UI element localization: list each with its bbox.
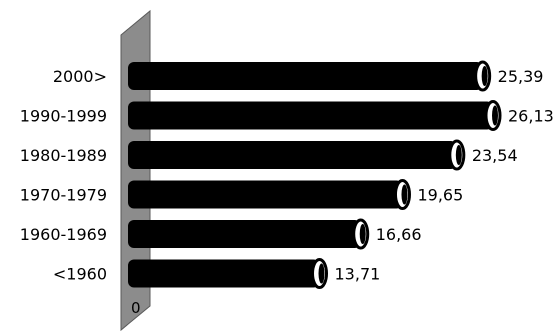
bar-row: 1990-1999 26,13 bbox=[20, 100, 554, 131]
bar bbox=[128, 180, 403, 209]
bar-end-cap-inner bbox=[492, 105, 498, 126]
bar bbox=[128, 259, 320, 288]
value-label: 16,66 bbox=[376, 225, 422, 244]
value-label: 23,54 bbox=[472, 146, 518, 165]
bar-end-cap-inner bbox=[455, 145, 462, 165]
category-label: 1960-1969 bbox=[20, 225, 107, 244]
value-label: 26,13 bbox=[508, 107, 554, 126]
bar-row: 1960-1969 16,66 bbox=[20, 218, 422, 250]
bar bbox=[128, 220, 361, 248]
bar bbox=[128, 141, 457, 169]
bar-end-cap-inner bbox=[481, 66, 488, 86]
bar-row: 1980-1989 23,54 bbox=[20, 139, 518, 171]
category-label: 1990-1999 bbox=[20, 107, 107, 126]
axis-wall bbox=[120, 9, 151, 332]
category-label: 2000> bbox=[53, 67, 107, 86]
category-label: 1980-1989 bbox=[20, 146, 107, 165]
bar-end-cap-inner bbox=[318, 263, 325, 284]
bar-end-cap-inner bbox=[401, 184, 408, 205]
category-label: <1960 bbox=[53, 265, 107, 284]
bar-row: 2000> 25,39 bbox=[53, 60, 544, 92]
bar bbox=[128, 62, 483, 90]
value-label: 13,71 bbox=[335, 265, 381, 284]
category-label: 1970-1979 bbox=[20, 186, 107, 205]
axis-zero-label: 0 bbox=[131, 299, 141, 317]
bar-row: <1960 13,71 bbox=[53, 258, 381, 289]
bar bbox=[128, 101, 493, 130]
bar-row: 1970-1979 19,65 bbox=[20, 179, 463, 210]
value-label: 25,39 bbox=[498, 67, 544, 86]
bar-end-cap-inner bbox=[359, 224, 366, 244]
value-label: 19,65 bbox=[417, 186, 463, 205]
